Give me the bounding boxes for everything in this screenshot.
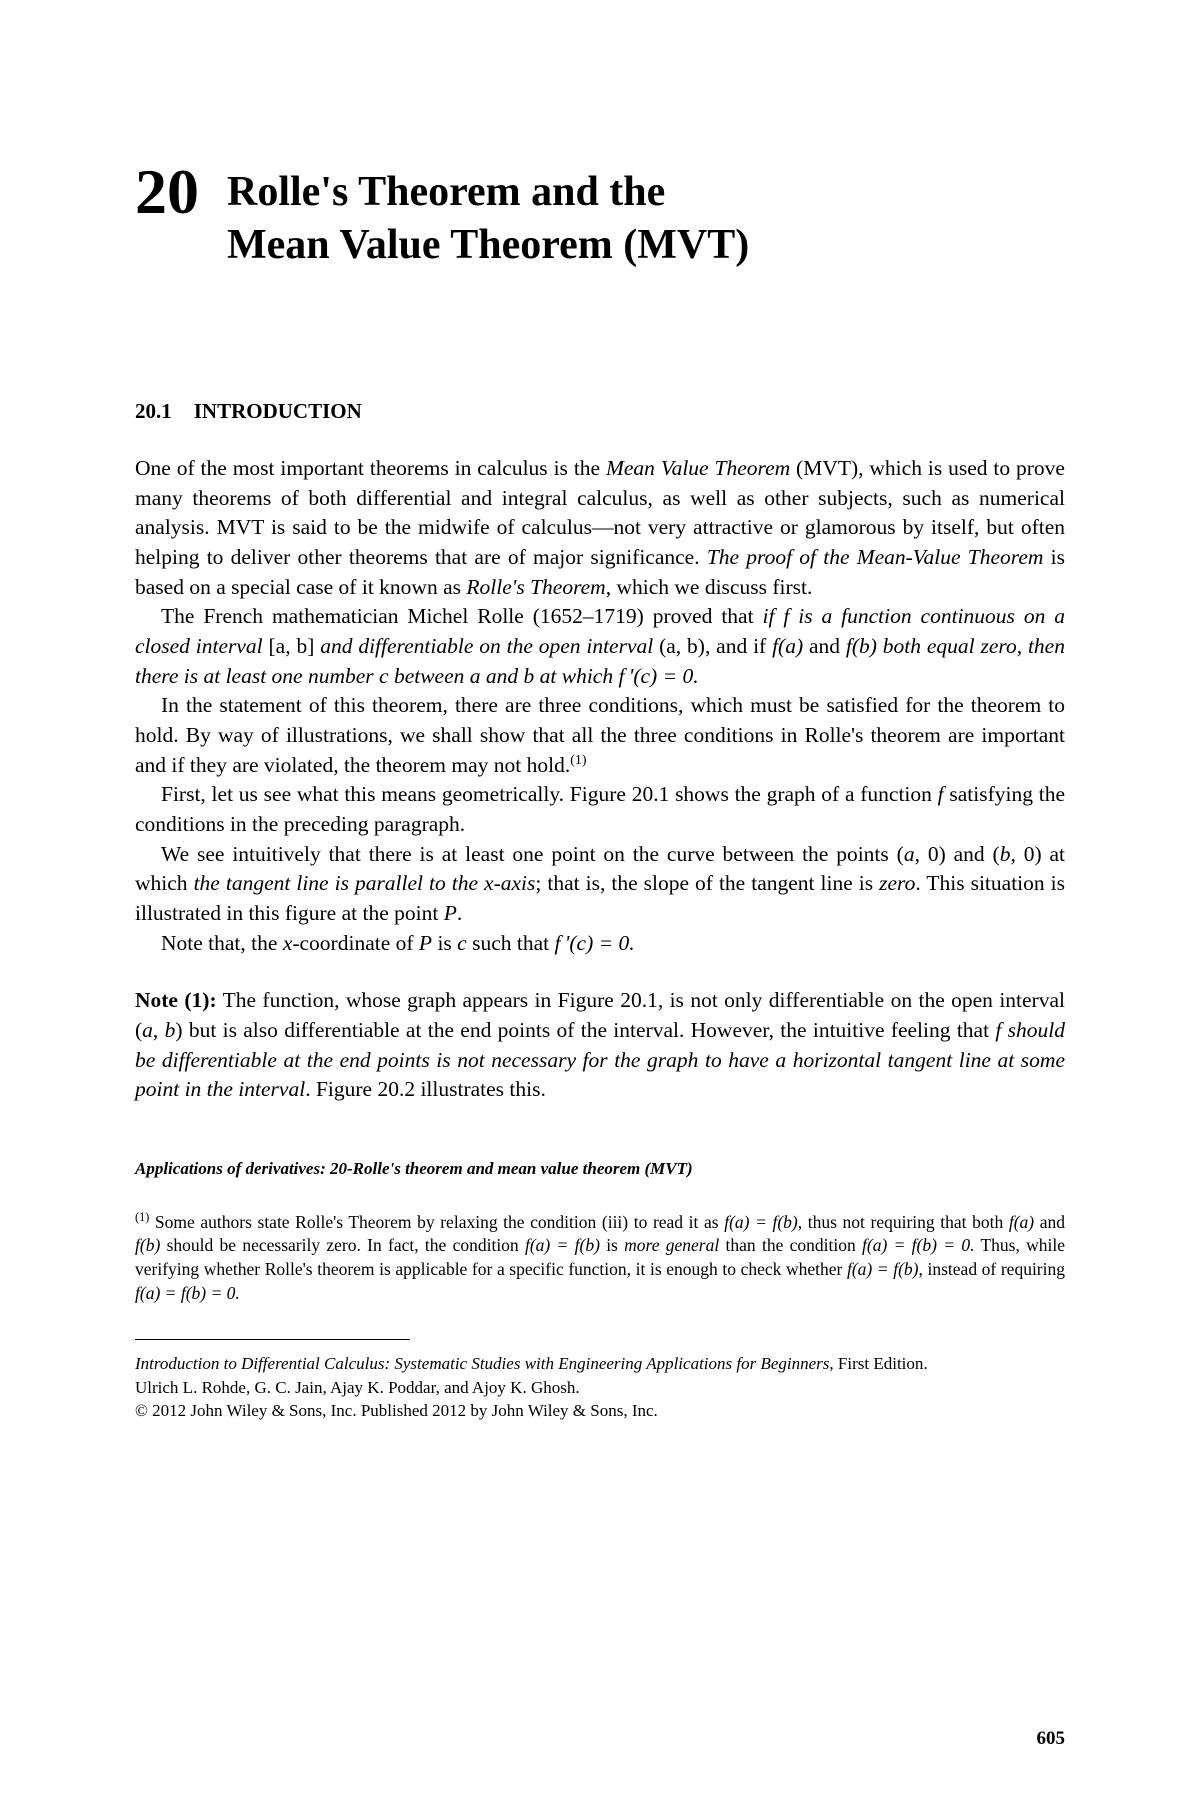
applications-heading: Applications of derivatives: 20-Rolle's … — [135, 1159, 1065, 1179]
text-italic: f '(c) = 0. — [554, 931, 634, 955]
text: should be necessarily zero. In fact, the… — [160, 1235, 525, 1255]
text-italic: more general — [624, 1235, 719, 1255]
text-italic: f(a) = f(b) — [847, 1259, 919, 1279]
text: than the condition — [719, 1235, 862, 1255]
chapter-header: 20 Rolle's Theorem and the Mean Value Th… — [135, 160, 1065, 271]
text-italic: Mean Value Theorem — [606, 456, 790, 480]
book-title: Introduction to Differential Calculus: S… — [135, 1354, 829, 1373]
text: -coordinate of — [292, 931, 419, 955]
text: and — [803, 634, 846, 658]
text: , 0) and ( — [915, 842, 1000, 866]
text-italic: x — [283, 931, 293, 955]
chapter-number: 20 — [135, 160, 199, 224]
text-italic: f(b) — [846, 634, 877, 658]
paragraph-6: Note that, the x-coordinate of P is c su… — [135, 929, 1065, 959]
text: One of the most important theorems in ca… — [135, 456, 606, 480]
section-title: INTRODUCTION — [194, 399, 362, 423]
authors: Ulrich L. Rohde, G. C. Jain, Ajay K. Pod… — [135, 1378, 580, 1397]
paragraph-2: The French mathematician Michel Rolle (1… — [135, 602, 1065, 691]
text: First, let us see what this means geomet… — [161, 782, 938, 806]
text: The French mathematician Michel Rolle (1… — [161, 604, 763, 628]
text-italic: f(a) = f(b) — [724, 1212, 798, 1232]
text-italic: zero — [879, 871, 915, 895]
chapter-title-line2: Mean Value Theorem (MVT) — [227, 222, 749, 268]
text-italic: f(a) = f(b) = 0. — [135, 1283, 240, 1303]
text: , which we discuss first. — [606, 575, 813, 599]
note-paragraph: Note (1): The function, whose graph appe… — [135, 986, 1065, 1105]
paragraph-5: We see intuitively that there is at leas… — [135, 840, 1065, 929]
page-number: 605 — [1037, 1728, 1066, 1750]
text-italic: P — [444, 901, 457, 925]
footnote-1: (1) Some authors state Rolle's Theorem b… — [135, 1209, 1065, 1305]
text: [a, b] — [269, 634, 315, 658]
text: ) but is also differentiable at the end … — [175, 1018, 995, 1042]
paragraph-3: In the statement of this theorem, there … — [135, 691, 1065, 780]
text: . — [457, 901, 462, 925]
superscript: (1) — [570, 753, 586, 768]
text-italic: The proof of the Mean-Value Theorem — [707, 545, 1044, 569]
text-italic: b — [1000, 842, 1011, 866]
text: such that — [467, 931, 555, 955]
text-italic: Rolle's Theorem — [466, 575, 605, 599]
text: is — [600, 1235, 624, 1255]
note-label: Note (1): — [135, 988, 217, 1012]
text-italic: f(a) — [1009, 1212, 1034, 1232]
page-container: 20 Rolle's Theorem and the Mean Value Th… — [0, 0, 1200, 1423]
note-block: Note (1): The function, whose graph appe… — [135, 986, 1065, 1105]
text-italic: a — [904, 842, 915, 866]
text: , instead of requiring — [919, 1259, 1065, 1279]
text: is — [432, 931, 457, 955]
text: (a, b) — [659, 634, 705, 658]
text: , thus not requiring that both — [798, 1212, 1009, 1232]
text-italic: b — [165, 1018, 176, 1042]
text-italic: the tangent line is parallel to the x-ax… — [194, 871, 536, 895]
text-italic: c — [457, 931, 467, 955]
text-italic: a — [142, 1018, 153, 1042]
chapter-title: Rolle's Theorem and the Mean Value Theor… — [227, 160, 749, 271]
text-italic: f(b) — [135, 1235, 160, 1255]
paragraph-1: One of the most important theorems in ca… — [135, 454, 1065, 602]
text: Some authors state Rolle's Theorem by re… — [149, 1212, 724, 1232]
text-italic: P — [419, 931, 432, 955]
text: and — [1034, 1212, 1065, 1232]
footnote-marker: (1) — [135, 1210, 149, 1224]
text-italic: f(a) — [772, 634, 803, 658]
text-italic: and differentiable on the open interval — [314, 634, 659, 658]
section-heading: 20.1 INTRODUCTION — [135, 399, 1065, 424]
edition: , First Edition. — [829, 1354, 927, 1373]
text: We see intuitively that there is at leas… — [161, 842, 904, 866]
footer-rule — [135, 1339, 410, 1340]
text: , and if — [705, 634, 772, 658]
copyright: © 2012 John Wiley & Sons, Inc. Published… — [135, 1401, 658, 1420]
paragraph-4: First, let us see what this means geomet… — [135, 780, 1065, 839]
section-number: 20.1 — [135, 399, 172, 423]
text: . Figure 20.2 illustrates this. — [305, 1077, 546, 1101]
text-italic: f(a) = f(b) = 0. — [862, 1235, 974, 1255]
chapter-title-line1: Rolle's Theorem and the — [227, 169, 665, 215]
text: In the statement of this theorem, there … — [135, 693, 1065, 776]
text-italic: f(a) = f(b) — [525, 1235, 600, 1255]
footer-citation: Introduction to Differential Calculus: S… — [135, 1352, 1065, 1422]
text: , — [153, 1018, 165, 1042]
text: Note that, the — [161, 931, 283, 955]
text: ; that is, the slope of the tangent line… — [535, 871, 879, 895]
